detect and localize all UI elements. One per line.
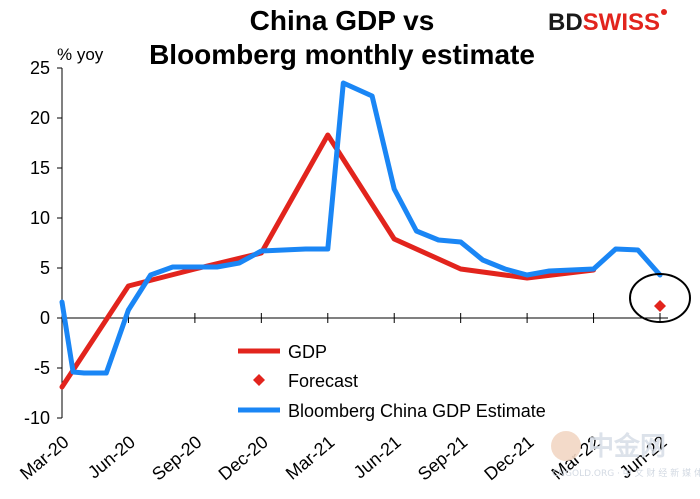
y-tick-label: 10	[30, 208, 50, 228]
y-axis-label: % yoy	[57, 45, 104, 64]
y-tick-label: 15	[30, 158, 50, 178]
y-tick-label: 5	[40, 258, 50, 278]
bloomberg-estimate-line	[59, 80, 663, 376]
x-tick-label: Jun-20	[84, 432, 139, 483]
chart-title-line-1: China GDP vs	[250, 5, 435, 36]
brand-logo: BDSWISS	[548, 9, 667, 36]
y-tick-label: 20	[30, 108, 50, 128]
axes	[61, 68, 668, 418]
x-tick-label: Jun-21	[350, 432, 405, 483]
watermark-text: 中金网	[588, 431, 666, 462]
x-tick-label: Mar-21	[282, 432, 339, 484]
brand-dot	[661, 9, 667, 15]
watermark: 中金网 CNGOLD.ORG · 中 文 财 经 新 媒 体	[551, 431, 700, 479]
watermark-logo-icon	[551, 431, 581, 461]
watermark-subtext: CNGOLD.ORG · 中 文 财 经 新 媒 体	[552, 467, 700, 479]
legend-label-gdp: GDP	[288, 342, 327, 362]
forecast-annotation-circle	[629, 273, 691, 323]
x-tick-label: Dec-20	[215, 432, 272, 485]
brand-suffix: SWISS	[583, 9, 660, 36]
legend: GDP Forecast Bloomberg China GDP Estimat…	[238, 342, 546, 421]
y-tick-labels: -10 -5 0 5 10 15 20 25	[24, 58, 62, 428]
y-tick-label: -10	[24, 408, 50, 428]
x-tick-label: Sep-21	[414, 432, 471, 485]
x-tick-label: Mar-20	[16, 432, 73, 484]
y-tick-label: -5	[34, 358, 50, 378]
x-tick-label: Dec-21	[480, 432, 537, 485]
legend-swatch-forecast	[253, 374, 265, 386]
legend-label-forecast: Forecast	[288, 371, 358, 391]
y-tick-label: 0	[40, 308, 50, 328]
chart-title-line-2: Bloomberg monthly estimate	[149, 39, 535, 70]
y-tick-label: 25	[30, 58, 50, 78]
forecast-point	[654, 300, 666, 312]
gdp-line	[59, 132, 597, 390]
brand-prefix: BD	[548, 9, 583, 36]
legend-label-bloomberg: Bloomberg China GDP Estimate	[288, 401, 546, 421]
x-tick-label: Sep-20	[148, 432, 205, 485]
series-layer	[59, 80, 666, 390]
svg-text:BDSWISS: BDSWISS	[548, 9, 660, 36]
